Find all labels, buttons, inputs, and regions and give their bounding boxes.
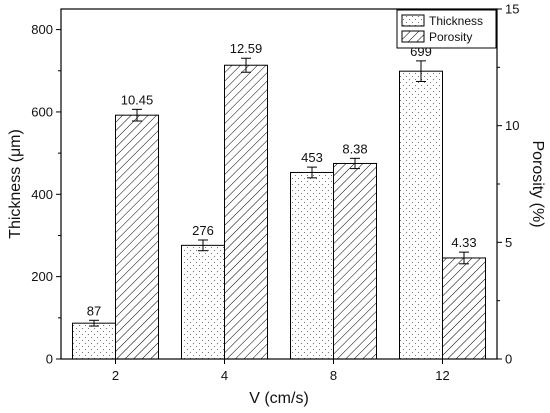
legend-label-thickness: Thickness [429,14,483,28]
left-y-tick-label-800: 800 [31,22,53,37]
ticks-layer: 2 4 8 12 0 200 400 600 800 0 5 10 15 [31,2,519,384]
data-label-porosity-12: 4.33 [451,235,476,250]
right-y-tick-label-15: 15 [505,2,519,17]
data-label-thickness-8: 453 [301,150,323,165]
data-label-thickness-4: 276 [192,223,214,238]
left-y-tick-label-600: 600 [31,104,53,119]
x-tick-label-2: 2 [112,368,119,383]
right-y-tick-label-10: 10 [505,118,519,133]
left-y-tick-label-200: 200 [31,269,53,284]
bars-layer [72,64,486,360]
legend-swatch-thickness [401,14,425,27]
bar-thickness-2 [72,322,116,360]
x-tick-label-4: 4 [221,368,228,383]
legend: Thickness Porosity [396,9,497,49]
legend-swatch-porosity [401,30,425,43]
data-label-porosity-8: 8.38 [342,141,367,156]
right-y-axis-title: Porosity (%) [529,140,546,227]
bar-porosity-12 [442,257,486,360]
data-label-porosity-2: 10.45 [121,92,154,107]
left-y-axis-title: Thickness (μm) [7,129,24,239]
x-tick-label-12: 12 [435,368,449,383]
bar-thickness-12 [399,70,443,360]
error-bars-layer [89,57,469,327]
x-tick-label-8: 8 [330,368,337,383]
bar-porosity-2 [115,114,159,360]
bar-porosity-4 [224,64,268,360]
data-label-thickness-2: 87 [87,303,101,318]
left-y-tick-label-0: 0 [46,352,53,367]
right-y-tick-label-5: 5 [505,235,512,250]
data-label-porosity-4: 12.59 [230,41,263,56]
legend-label-porosity: Porosity [429,30,472,44]
x-axis-title: V (cm/s) [249,390,309,407]
right-y-tick-label-0: 0 [505,352,512,367]
left-y-tick-label-400: 400 [31,187,53,202]
bar-thickness-8 [290,171,334,360]
bar-thickness-4 [181,244,225,360]
bar-porosity-8 [333,162,377,360]
